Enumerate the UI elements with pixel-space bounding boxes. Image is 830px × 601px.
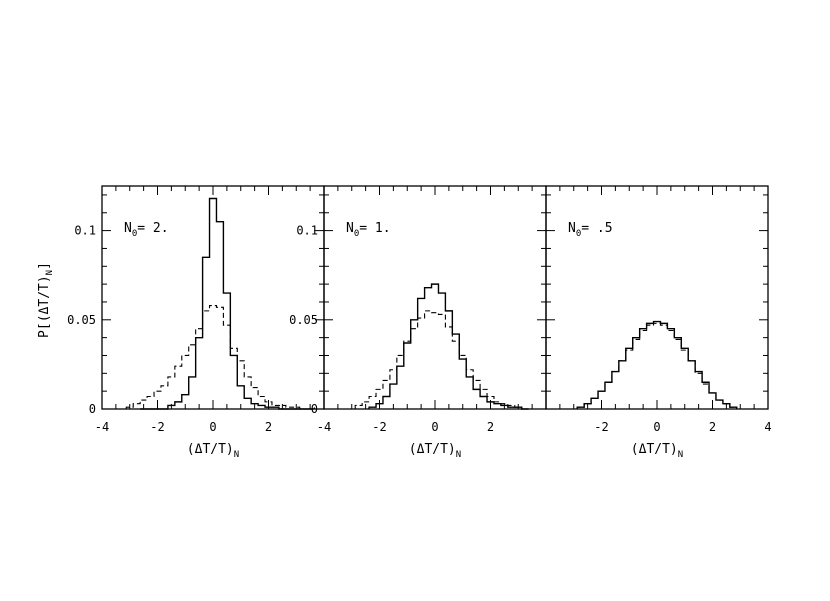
x-tick-label: 2	[709, 420, 716, 434]
x-axis-label: (ΔT/T)N	[187, 442, 239, 460]
x-tick-label: 0	[431, 420, 438, 434]
panel-frame	[101, 185, 325, 410]
y-tick-label: 0.1	[296, 224, 318, 238]
histogram-solid-series	[576, 320, 738, 409]
y-tick-label: 0.05	[67, 313, 96, 327]
histogram-dashed-series	[125, 304, 314, 410]
x-axis-label: (ΔT/T)N	[631, 442, 683, 460]
panel-frame	[323, 185, 547, 410]
x-tick-label: -2	[594, 420, 608, 434]
x-tick-label: 0	[209, 420, 216, 434]
histogram-solid-series	[368, 283, 529, 410]
y-axis-label: P[(ΔT/T)N]	[37, 262, 55, 338]
panel-annotation: N0= .5	[568, 221, 613, 239]
histogram-dashed-series	[576, 322, 738, 409]
x-tick-label: -2	[150, 420, 164, 434]
x-tick-label: -4	[95, 420, 109, 434]
y-tick-label: 0	[89, 402, 96, 416]
x-tick-label: -2	[372, 420, 386, 434]
x-tick-label: 2	[487, 420, 494, 434]
x-tick-label: 0	[653, 420, 660, 434]
y-tick-label: 0.1	[74, 224, 96, 238]
x-axis-label: (ΔT/T)N	[409, 442, 461, 460]
panel-annotation: N0= 1.	[346, 221, 391, 239]
histogram-dashed-series	[354, 310, 529, 410]
panel-1: -4 -2 0 2 0 0.05 0.1 N0= 2. (ΔT/T)N	[67, 185, 325, 460]
panel-annotation: N0= 2.	[124, 221, 169, 239]
panel-3: -2 0 2 4 N0= .5 (ΔT/T)N	[545, 185, 772, 460]
histogram-solid-series	[140, 197, 314, 410]
x-tick-label: 2	[265, 420, 272, 434]
x-tick-label: 4	[764, 420, 771, 434]
y-tick-label: 0	[311, 402, 318, 416]
panel-2: -4 -2 0 2 0 0.05 0.1 N0= 1. (ΔT/T)N	[289, 185, 547, 460]
x-tick-label: -4	[317, 420, 331, 434]
panel-frame	[545, 185, 769, 410]
y-tick-label: 0.05	[289, 313, 318, 327]
